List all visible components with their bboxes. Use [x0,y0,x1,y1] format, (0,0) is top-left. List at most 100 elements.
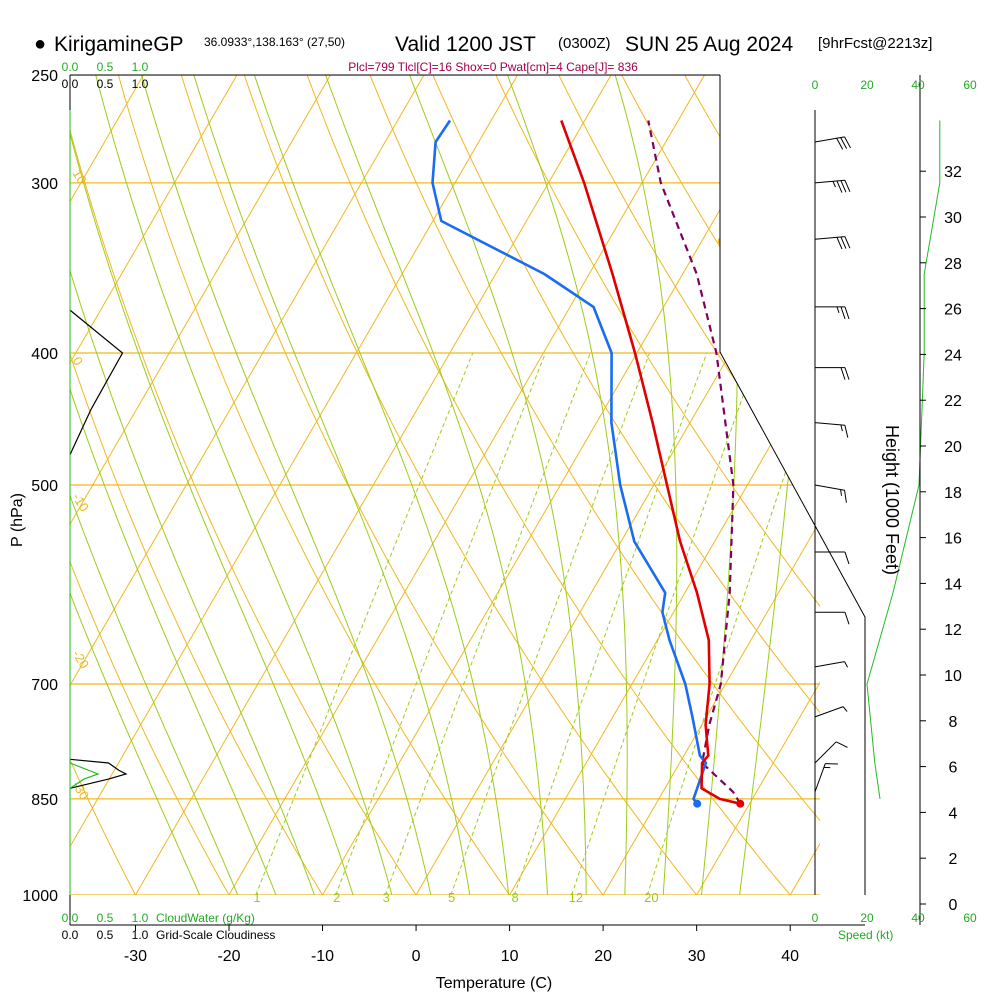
temperature-tick-label: -20 [217,948,240,965]
speed-axis-label: Speed (kt) [838,928,893,942]
height-tick-label: 28 [944,256,962,273]
moist-adiabat [55,75,362,924]
mixing-ratio-label: 2 [333,890,340,905]
speed-tick-bottom: 20 [860,911,874,925]
speed-tick-bottom: 0 [812,911,819,925]
cloudiness-axis-label: Grid-Scale Cloudiness [156,928,275,942]
temperature-tick-label: 10 [501,948,519,965]
pressure-tick-label: 250 [31,68,58,85]
surface-dewpoint-dot [693,800,701,808]
cloudwater-tick-top: 0.5 [97,60,114,74]
cloudwater-axis-label: CloudWater (g/Kg) [156,911,255,925]
mixing-ratio-label: 3 [383,890,390,905]
moist-adiabat [508,75,628,924]
x-axis-title: Temperature (C) [436,975,552,992]
isotherm-line [977,75,1000,895]
cloudiness-tick-bottom: 1.0 [132,928,149,942]
mixing-ratio-label: 12 [569,890,583,905]
mixing-ratio-label: 8 [511,890,518,905]
isotherm-label: 10 [69,167,89,187]
height-tick-label: 12 [944,622,962,639]
wind-barb-half-flag [845,662,848,668]
moist-adiabat [142,75,437,924]
height-tick-label: 18 [944,485,962,502]
station-coords: 36.0933°,138.163° (27,50) [204,35,345,49]
pressure-tick-label: 1000 [22,888,58,905]
speed-tick-bottom: 60 [963,911,977,925]
wind-barb-staff [815,742,836,763]
temperature-tick-label: 20 [594,948,612,965]
speed-tick-top: 60 [963,78,977,92]
speed-tick-top: 20 [860,78,874,92]
temperature-tick-label: 40 [781,948,799,965]
mixing-ratio-line [385,353,590,895]
forecast-info: [9hrFcst@2213z] [818,35,932,52]
mixing-ratio-line [514,353,706,895]
isotherm-label: -10 [69,490,92,514]
height-tick-label: 30 [944,210,962,227]
valid-date: SUN 25 Aug 2024 [625,33,793,56]
header-bullet: ● [34,33,46,55]
moist-adiabat [96,75,400,924]
cloudiness-tick-top: 1.0 [132,77,149,91]
height-tick-label: 10 [944,668,962,685]
pressure-tick-label: 500 [31,478,58,495]
height-tick-label: 32 [944,164,962,181]
pressure-tick-label: 400 [31,346,58,363]
pressure-tick-label: 700 [31,677,58,694]
speed-tick-top: 0 [812,78,819,92]
wind-barb-flag [836,742,847,748]
temperature-tick-label: 0 [412,948,421,965]
height-tick-label: 14 [944,576,962,593]
mixing-ratio-line [451,353,650,895]
pressure-tick-label: 850 [31,792,58,809]
wind-barb [815,742,848,763]
cloudwater-tick-top: 1.0 [132,60,149,74]
cloudiness-profile-upper [70,310,123,455]
wind-barb [815,662,848,668]
height-tick-label: 26 [944,302,962,319]
height-tick-label: 8 [949,714,958,731]
wind-barb-staff [815,764,825,792]
dewpoint-trace [433,121,706,804]
wind-barb [815,612,849,624]
mixing-ratio-label: 20 [644,890,658,905]
wind-barb [815,764,838,792]
cloudwater-tick-bottom: 1.0 [132,911,149,925]
temperature-tick-label: -10 [311,948,334,965]
speed-tick-top: 40 [911,78,925,92]
wind-barb-staff [815,662,845,667]
height-tick-label: 0 [949,897,958,914]
temperature-tick-label: -30 [124,948,147,965]
valid-time: Valid 1200 JST [395,33,536,56]
mixing-ratio-label: 1 [253,890,260,905]
surface-temperature-dot [736,800,744,808]
speed-tick-bottom: 40 [911,911,925,925]
valid-utc: (0300Z) [558,35,611,52]
isotherm-label: -20 [69,647,92,671]
cloudiness-tick-top: 0.5 [97,77,114,91]
wind-barb-half-flag [843,707,847,712]
y-axis-title: P (hPa) [9,493,26,547]
height-tick-label: 4 [949,805,958,822]
height-tick-label: 22 [944,393,962,410]
isotherm-label: 0 [69,354,86,368]
mixing-ratio-label: 5 [448,890,455,905]
height-tick-label: 20 [944,439,962,456]
height-tick-label: 16 [944,531,962,548]
cloudiness-tick-bottom: 0.0 [62,928,79,942]
temperature-tick-label: 30 [688,948,706,965]
height-tick-label: 2 [949,851,958,868]
cloudiness-tick-top: 0.0 [62,77,79,91]
height-axis-title: Height (1000 Feet) [882,425,902,575]
cloudwater-tick-bottom: 0.5 [97,911,114,925]
wind-barb-flag [845,612,849,624]
height-tick-label: 24 [944,347,962,364]
station-name: KirigamineGP [54,33,184,56]
cloudiness-tick-bottom: 0.5 [97,928,114,942]
cloudwater-tick-bottom: 0.0 [62,911,79,925]
height-tick-label: 6 [949,760,958,777]
top-right-mask [720,75,920,352]
